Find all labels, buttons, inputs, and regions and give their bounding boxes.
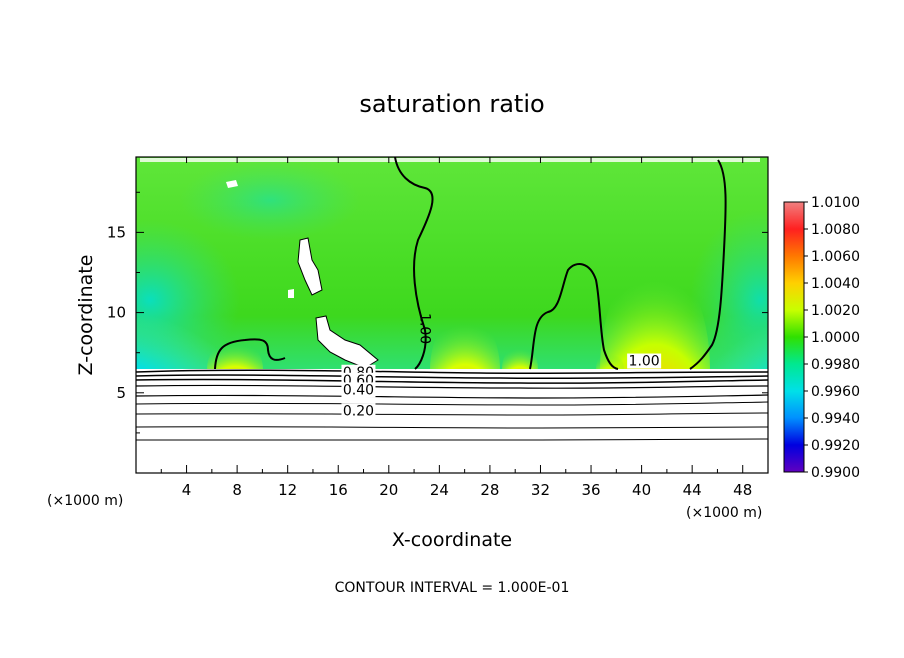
- y-tick-label: 5: [116, 384, 126, 402]
- colorbar-label: 0.9900: [811, 465, 860, 481]
- x-tick-label: 32: [531, 481, 550, 499]
- x-tick-label: 16: [329, 481, 348, 499]
- colorbar-label: 1.0060: [811, 249, 860, 265]
- x-tick-label: 4: [182, 481, 192, 499]
- contour-lines: [136, 157, 768, 441]
- x-tick-label: 28: [480, 481, 499, 499]
- contour-label: 0.20: [343, 403, 374, 419]
- x-tick-label: 24: [430, 481, 449, 499]
- colorbar-label: 0.9960: [811, 384, 860, 400]
- x-tick-label: 48: [733, 481, 752, 499]
- contour-label: 1.00: [629, 354, 660, 370]
- x-tick-label: 36: [581, 481, 600, 499]
- contour-labels: 1.001.000.800.600.400.20: [341, 313, 662, 419]
- colorbar-label: 0.9980: [811, 357, 860, 373]
- heatmap-field: [136, 157, 768, 473]
- x-tick-label: 44: [683, 481, 702, 499]
- contour-label-bg: [627, 353, 662, 369]
- colorbar-label: 1.0020: [811, 303, 860, 319]
- x-unit-right-label: (×1000 m): [686, 505, 762, 521]
- y-tick-label: 10: [107, 304, 126, 322]
- contour-label: 0.40: [343, 382, 374, 398]
- x-axis-title: X-coordinate: [392, 529, 512, 551]
- y-tick-label: 15: [107, 223, 126, 241]
- y-axis-title: Z-coordinate: [75, 255, 97, 376]
- plot-frame: [135, 156, 769, 474]
- colorbar-label: 1.0000: [811, 330, 860, 346]
- x-tick-label: 20: [379, 481, 398, 499]
- x-tick-label: 12: [278, 481, 297, 499]
- colorbar-label: 1.0080: [811, 222, 860, 238]
- chart-title: saturation ratio: [359, 90, 544, 118]
- x-unit-left-label: (×1000 m): [47, 493, 123, 509]
- colorbar-bar: [783, 201, 805, 473]
- colorbar-label: 0.9920: [811, 438, 860, 454]
- contour-label-bg: [341, 382, 376, 398]
- colorbar-label: 0.9940: [811, 411, 860, 427]
- x-tick-label: 40: [632, 481, 651, 499]
- x-tick-label: 8: [232, 481, 242, 499]
- colorbar-label: 1.0100: [811, 195, 860, 211]
- contour-label: 1.00: [416, 313, 432, 344]
- contour-label-bg: [341, 403, 376, 419]
- colorbar: 1.0100 1.0080 1.0060 1.0040 1.0020 1.0000 0.99…: [783, 195, 860, 481]
- colorbar-label: 1.0040: [811, 276, 860, 292]
- contour-interval-footer: CONTOUR INTERVAL = 1.000E-01: [335, 580, 570, 596]
